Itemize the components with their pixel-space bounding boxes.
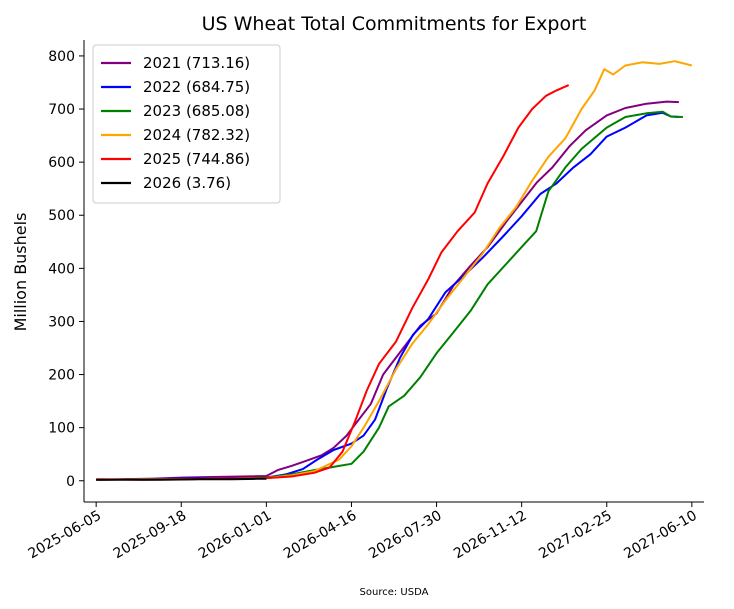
x-tick-label: 2025-09-18 xyxy=(111,508,189,563)
y-tick-label: 100 xyxy=(48,421,75,437)
series-line-5 xyxy=(96,477,267,481)
legend-label: 2022 (684.75) xyxy=(143,78,250,96)
legend-label: 2024 (782.32) xyxy=(143,126,250,144)
x-tick-label: 2026-07-30 xyxy=(366,508,444,563)
y-tick-label: 0 xyxy=(66,474,75,490)
legend-label: 2021 (713.16) xyxy=(143,54,250,72)
chart-title: US Wheat Total Commitments for Export xyxy=(202,13,587,35)
x-tick-label: 2026-11-12 xyxy=(451,508,529,563)
y-tick-label: 600 xyxy=(48,155,75,171)
x-tick-label: 2027-02-25 xyxy=(536,508,614,563)
legend-label: 2025 (744.86) xyxy=(143,150,250,168)
y-tick-label: 400 xyxy=(48,261,75,277)
x-tick-label: 2025-06-05 xyxy=(26,508,104,563)
legend-box xyxy=(92,44,281,204)
legend-label: 2026 (3.76) xyxy=(143,174,231,192)
x-tick-label: 2026-04-16 xyxy=(281,508,360,563)
y-tick-label: 500 xyxy=(48,208,75,224)
y-tick-label: 200 xyxy=(48,368,75,384)
y-tick-label: 800 xyxy=(48,49,75,65)
source-note: Source: USDA xyxy=(360,587,429,598)
series-line-0 xyxy=(96,100,679,481)
series-layer xyxy=(96,60,693,481)
y-tick-label: 700 xyxy=(48,102,75,118)
x-tick-label: 2027-06-10 xyxy=(621,508,699,563)
legend: 2021 (713.16) 2022 (684.75) 2023 (685.08) 2… xyxy=(92,44,281,204)
series-line-3 xyxy=(96,60,693,481)
y-tick-label: 300 xyxy=(48,314,75,330)
y-axis-label: Million Bushels xyxy=(11,213,30,332)
legend-label: 2023 (685.08) xyxy=(143,102,250,120)
x-tick-label: 2026-01-01 xyxy=(196,508,274,563)
